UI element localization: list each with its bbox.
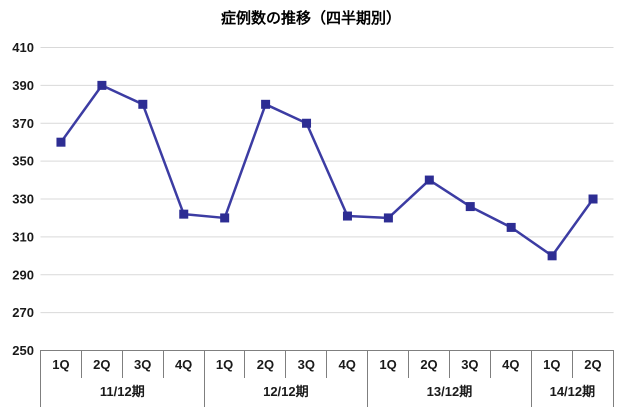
quarter-row: 1Q 2Q 3Q 4Q	[205, 351, 368, 378]
x-axis-group: 1Q 2Q 14/12期	[530, 351, 615, 407]
data-point-marker	[220, 213, 230, 223]
x-axis-group: 1Q 2Q 3Q 4Q 12/12期	[203, 351, 368, 407]
x-axis-quarter-label: 2Q	[584, 357, 602, 372]
data-point-marker	[465, 202, 475, 212]
x-axis-quarter-label: 4Q	[502, 357, 520, 372]
y-tick-label: 370	[12, 116, 34, 131]
x-axis-quarter-label: 1Q	[205, 351, 246, 378]
x-axis-quarter-label: 2Q	[409, 351, 450, 378]
y-tick-label: 270	[12, 305, 34, 320]
x-axis-group: 1Q 2Q 3Q 4Q 13/12期	[367, 351, 531, 407]
series-line	[59, 84, 595, 258]
y-tick-label: 290	[12, 267, 34, 282]
data-point-marker	[506, 222, 516, 232]
quarter-row: 1Q 2Q 3Q 4Q	[41, 351, 204, 378]
x-axis-period-label: 12/12期	[263, 384, 309, 399]
data-point-marker	[588, 194, 598, 204]
x-axis-table: 1Q 2Q 3Q 4Q 11/12期 1Q 2Q 3Q 4Q 12/12期 1Q 2Q 3Q 4Q 13/1…	[40, 350, 615, 407]
data-point-marker	[547, 251, 557, 261]
x-axis-quarter-label: 4Q	[338, 357, 356, 372]
y-tick-label: 410	[12, 40, 34, 55]
x-axis-quarter-label: 3Q	[123, 351, 164, 378]
x-axis-period-label: 14/12期	[549, 384, 596, 399]
x-axis-quarter-label: 2Q	[245, 351, 287, 378]
x-axis-quarter-label: 3Q	[450, 351, 491, 378]
quarter-row: 1Q 2Q 3Q 4Q	[368, 351, 531, 378]
data-point-marker	[261, 99, 271, 109]
chart-title: 症例数の推移（四半期別）	[220, 10, 401, 27]
data-point-marker	[56, 137, 66, 147]
y-tick-label: 250	[12, 343, 34, 358]
data-point-marker	[97, 80, 107, 90]
y-tick-label: 350	[12, 154, 34, 169]
y-tick-label: 330	[12, 192, 34, 207]
y-tick-label: 310	[12, 229, 34, 244]
data-point-marker	[179, 209, 189, 219]
data-point-marker	[383, 213, 393, 223]
y-tick-label: 390	[12, 78, 34, 93]
x-axis-period-label: 11/12期	[99, 384, 145, 399]
x-axis-group: 1Q 2Q 3Q 4Q 11/12期	[40, 351, 204, 407]
x-axis-quarter-label: 1Q	[532, 351, 573, 378]
data-point-marker	[302, 118, 312, 128]
x-axis-quarter-label: 1Q	[41, 351, 82, 378]
x-axis-period-label: 13/12期	[426, 384, 473, 399]
data-point-marker	[138, 99, 148, 109]
data-point-marker	[424, 175, 434, 185]
x-axis-quarter-label: 1Q	[368, 351, 410, 378]
data-point-marker	[342, 211, 352, 221]
x-axis-quarter-label: 2Q	[82, 351, 123, 378]
x-axis-quarter-label: 4Q	[174, 357, 193, 372]
x-axis-quarter-label: 3Q	[286, 351, 328, 378]
quarter-row: 1Q 2Q	[532, 351, 613, 378]
